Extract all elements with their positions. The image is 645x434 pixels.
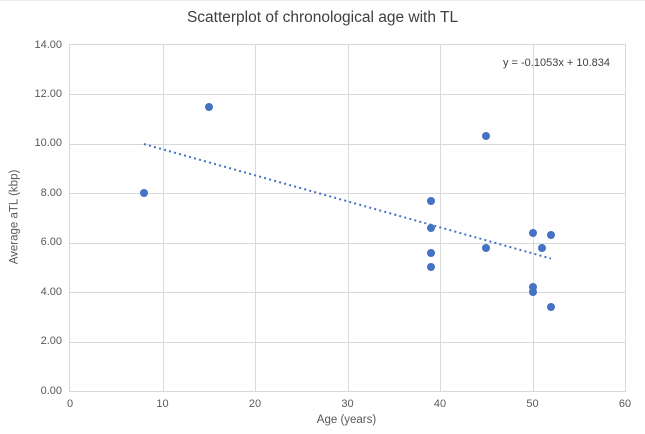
- scatter-point: [426, 248, 435, 257]
- chart-title: Scatterplot of chronological age with TL: [186, 9, 459, 26]
- gridline-vertical: [532, 45, 534, 391]
- scatter-point: [547, 302, 555, 311]
- scatter-point: [204, 102, 213, 111]
- y-axis-tick-label: 12.00: [34, 87, 62, 100]
- x-axis-tick-label: 30: [341, 398, 354, 410]
- y-axis-tick-label: 4.00: [40, 285, 62, 298]
- gridline-vertical: [162, 45, 164, 391]
- scatter-point: [482, 243, 491, 252]
- trendline: [143, 143, 552, 260]
- gridline-vertical: [255, 45, 256, 391]
- scatter-point: [426, 263, 435, 272]
- gridline-vertical: [347, 45, 349, 391]
- y-axis-tick-label: 6.00: [40, 236, 62, 249]
- scatter-point: [528, 283, 537, 292]
- scatter-point: [547, 231, 555, 240]
- x-axis-tick-label: 0: [66, 398, 74, 410]
- y-axis-tick-label: 14.00: [34, 38, 62, 51]
- y-axis-tick-label: 10.00: [34, 137, 62, 150]
- plot-area: y = -0.1053x + 10.834 0.00 2.00 4.00 6.00 8.…: [34, 39, 631, 411]
- y-axis-tick-label: 8.00: [40, 186, 62, 199]
- x-axis-title: Age (years): [316, 414, 377, 426]
- gridline-vertical: [440, 45, 441, 391]
- trendline-equation-label: y = -0.1053x + 10.834: [502, 57, 610, 69]
- x-axis-tick-label: 50: [526, 398, 539, 410]
- scatter-point: [537, 243, 546, 252]
- scatter-point: [140, 189, 148, 198]
- scatter-point: [426, 223, 435, 232]
- x-axis-tick-label: 60: [618, 398, 632, 410]
- y-axis-tick-label: 0.00: [40, 384, 62, 397]
- x-axis-tick-label: 10: [156, 398, 169, 410]
- y-axis-title-label: Average aTL (kbp): [8, 169, 21, 265]
- y-axis-tick-label: 2.00: [40, 335, 62, 348]
- scatter-point: [482, 132, 491, 141]
- scatter-point: [528, 288, 537, 297]
- scatter-point: [426, 196, 435, 205]
- x-axis-tick-label: 40: [433, 398, 447, 410]
- scatter-point: [528, 228, 537, 237]
- x-axis-tick-label: 20: [248, 398, 262, 410]
